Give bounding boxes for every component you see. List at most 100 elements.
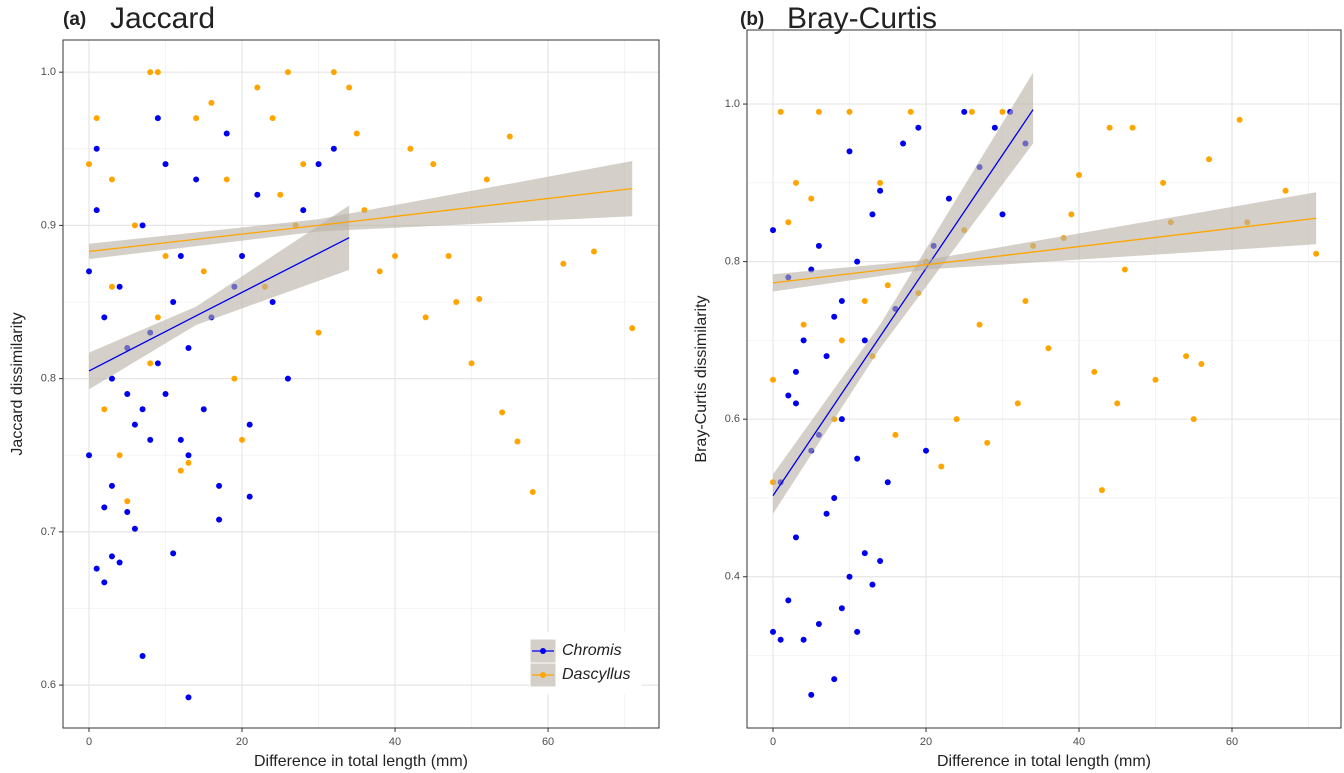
point bbox=[162, 161, 169, 168]
point bbox=[777, 636, 784, 643]
y-tick-label: 0.8 bbox=[41, 373, 56, 385]
point bbox=[101, 579, 108, 586]
point bbox=[154, 69, 161, 76]
confidence-band bbox=[89, 161, 633, 260]
point bbox=[869, 581, 876, 588]
y-tick-label: 0.7 bbox=[41, 526, 56, 538]
point bbox=[162, 253, 169, 260]
point bbox=[101, 406, 108, 413]
x-tick-label: 40 bbox=[389, 736, 401, 748]
point bbox=[346, 84, 353, 91]
point bbox=[254, 191, 261, 198]
point bbox=[139, 652, 146, 659]
point bbox=[86, 161, 93, 168]
point bbox=[101, 504, 108, 511]
point bbox=[846, 148, 853, 155]
legend-label: Dascyllus bbox=[562, 666, 630, 683]
point bbox=[999, 108, 1006, 115]
point bbox=[877, 179, 884, 186]
point bbox=[869, 211, 876, 218]
point bbox=[590, 248, 597, 255]
point bbox=[1198, 361, 1205, 368]
point bbox=[915, 124, 922, 131]
panel-label: (a) bbox=[63, 9, 86, 30]
point bbox=[93, 115, 100, 122]
point bbox=[185, 694, 192, 701]
point bbox=[116, 283, 123, 290]
point bbox=[277, 191, 284, 198]
point bbox=[854, 258, 861, 265]
point bbox=[1190, 416, 1197, 423]
point bbox=[177, 253, 184, 260]
point bbox=[185, 344, 192, 351]
x-tick-label: 0 bbox=[86, 736, 92, 748]
point bbox=[1206, 156, 1213, 163]
x-tick-label: 20 bbox=[236, 736, 248, 748]
point bbox=[200, 406, 207, 413]
point bbox=[223, 130, 230, 137]
point bbox=[792, 368, 799, 375]
point bbox=[330, 69, 337, 76]
point bbox=[200, 268, 207, 275]
point bbox=[823, 510, 830, 517]
point bbox=[315, 161, 322, 168]
point bbox=[961, 108, 968, 115]
point bbox=[108, 375, 115, 382]
point bbox=[770, 227, 777, 234]
point bbox=[499, 409, 506, 416]
point bbox=[177, 436, 184, 443]
point bbox=[86, 268, 93, 275]
point bbox=[1129, 124, 1136, 131]
panel-title: Jaccard bbox=[110, 2, 215, 35]
confidence-band bbox=[89, 205, 350, 390]
point bbox=[884, 479, 891, 486]
point bbox=[1091, 368, 1098, 375]
point bbox=[792, 179, 799, 186]
x-axis-label: Difference in total length (mm) bbox=[937, 753, 1151, 770]
point bbox=[193, 115, 200, 122]
point bbox=[770, 376, 777, 383]
point bbox=[453, 299, 460, 306]
point bbox=[838, 337, 845, 344]
point bbox=[785, 392, 792, 399]
point bbox=[800, 636, 807, 643]
point bbox=[945, 195, 952, 202]
point bbox=[785, 219, 792, 226]
y-axis-label: Bray-Curtis dissimilarity bbox=[693, 295, 710, 462]
point bbox=[1160, 179, 1167, 186]
point bbox=[131, 525, 138, 532]
point bbox=[800, 321, 807, 328]
point bbox=[108, 283, 115, 290]
point bbox=[139, 406, 146, 413]
point bbox=[239, 436, 246, 443]
point bbox=[284, 69, 291, 76]
plot-border bbox=[62, 39, 660, 729]
point bbox=[1114, 400, 1121, 407]
point bbox=[838, 416, 845, 423]
point bbox=[846, 108, 853, 115]
point bbox=[93, 207, 100, 214]
point bbox=[984, 439, 991, 446]
x-tick-label: 60 bbox=[542, 736, 554, 748]
point bbox=[792, 400, 799, 407]
point bbox=[1098, 487, 1105, 494]
point bbox=[147, 360, 154, 367]
point bbox=[300, 207, 307, 214]
point bbox=[900, 140, 907, 147]
point bbox=[93, 565, 100, 572]
point bbox=[254, 84, 261, 91]
fit-line bbox=[772, 217, 1317, 284]
point bbox=[131, 222, 138, 229]
point bbox=[892, 431, 899, 438]
point bbox=[808, 195, 815, 202]
point bbox=[353, 130, 360, 137]
point bbox=[93, 145, 100, 152]
x-axis-label: Difference in total length (mm) bbox=[254, 753, 468, 770]
plot-background bbox=[747, 30, 1341, 728]
point bbox=[376, 268, 383, 275]
point bbox=[116, 452, 123, 459]
point bbox=[877, 187, 884, 194]
point bbox=[269, 299, 276, 306]
legend-dot bbox=[540, 672, 546, 678]
